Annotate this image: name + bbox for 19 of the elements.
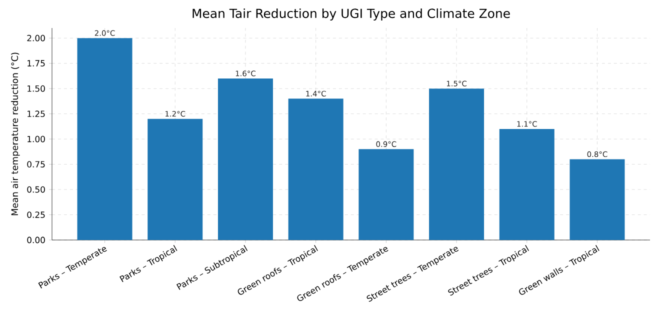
y-tick-label: 1.75 <box>28 60 45 66</box>
bar <box>148 118 203 240</box>
chart-title: Mean Tair Reduction by UGI Type and Climate Zone <box>192 8 510 21</box>
bar <box>288 98 344 240</box>
bar <box>499 128 554 240</box>
bar <box>77 38 132 240</box>
y-tick-label: 1.25 <box>28 110 45 118</box>
y-tick-label: 1.50 <box>28 85 45 92</box>
bar <box>570 159 625 240</box>
y-tick-label: 0.25 <box>27 212 45 218</box>
bar <box>358 149 414 240</box>
y-axis-title: Mean air temperature reduction (°C) <box>11 52 20 216</box>
y-tick-label: 2.00 <box>27 34 45 42</box>
bar <box>218 78 273 240</box>
y-tick-label: 1.00 <box>28 136 45 142</box>
y-tick-label: 0.00 <box>27 236 45 244</box>
y-tick-label: 0.75 <box>27 161 45 168</box>
bar <box>429 88 484 240</box>
y-tick-label: 0.50 <box>27 186 45 193</box>
